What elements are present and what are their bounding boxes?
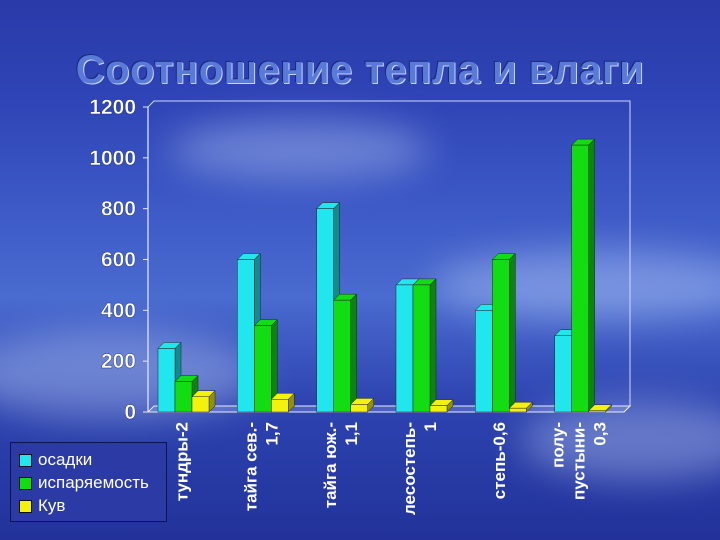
x-tick-label: пустыни-: [569, 422, 588, 500]
x-tick-label: полу-: [548, 422, 567, 468]
bar: [429, 405, 448, 413]
x-tick-label: 1: [421, 422, 440, 431]
bar: [395, 284, 414, 413]
bar: [174, 381, 193, 413]
bar: [237, 259, 255, 413]
bar: [571, 144, 589, 413]
bar-side: [429, 278, 437, 413]
x-tick-label: 0,3: [590, 422, 609, 446]
bar: [475, 310, 493, 413]
y-tick-label: 200: [101, 350, 136, 373]
legend-label-isparyaemost: испаряемость: [38, 473, 149, 492]
legend-swatch-kuv: [19, 499, 32, 513]
legend-item-kuv: Кув: [19, 495, 65, 517]
chart-legend: осадки испаряемость Кув: [10, 442, 167, 522]
legend-swatch-isparyaemost: [19, 476, 32, 490]
bar-side: [350, 293, 357, 413]
bar: [271, 399, 289, 413]
bar: [350, 404, 368, 413]
legend-item-isparyaemost: испаряемость: [19, 472, 149, 494]
x-tick-label: степь-0,6: [490, 422, 509, 499]
x-tick-label: 1,1: [342, 422, 361, 446]
legend-swatch-osadki: [19, 453, 32, 467]
bar-side: [588, 138, 595, 413]
y-tick-label: 400: [101, 299, 136, 322]
x-tick-label: тайга сев.-: [241, 422, 260, 511]
bar: [492, 259, 510, 413]
y-tick-label: 600: [101, 249, 136, 272]
y-tick-label: 1000: [89, 147, 136, 170]
bar: [333, 299, 351, 413]
y-tick-label: 800: [101, 198, 136, 221]
bar-side: [509, 252, 516, 413]
legend-label-kuv: Кув: [38, 496, 66, 515]
x-tick-label: 1,7: [262, 422, 281, 446]
bar: [254, 325, 272, 413]
x-tick-label: лесостепь-: [400, 422, 419, 515]
slide-title: Соотношение тепла и влаги: [75, 48, 645, 92]
bar: [191, 396, 210, 413]
x-tick-label: тундры-2: [173, 422, 192, 501]
bar: [509, 407, 527, 413]
bar: [588, 410, 606, 413]
y-tick-label: 1200: [89, 96, 136, 119]
legend-item-osadki: осадки: [19, 449, 92, 471]
bar: [412, 284, 431, 413]
x-tick-label: тайга юж.-: [321, 422, 340, 508]
legend-label-osadki: осадки: [38, 450, 93, 469]
bar: [157, 348, 176, 413]
bar: [554, 335, 572, 413]
bar: [316, 208, 334, 413]
y-tick-label: 0: [124, 401, 136, 424]
